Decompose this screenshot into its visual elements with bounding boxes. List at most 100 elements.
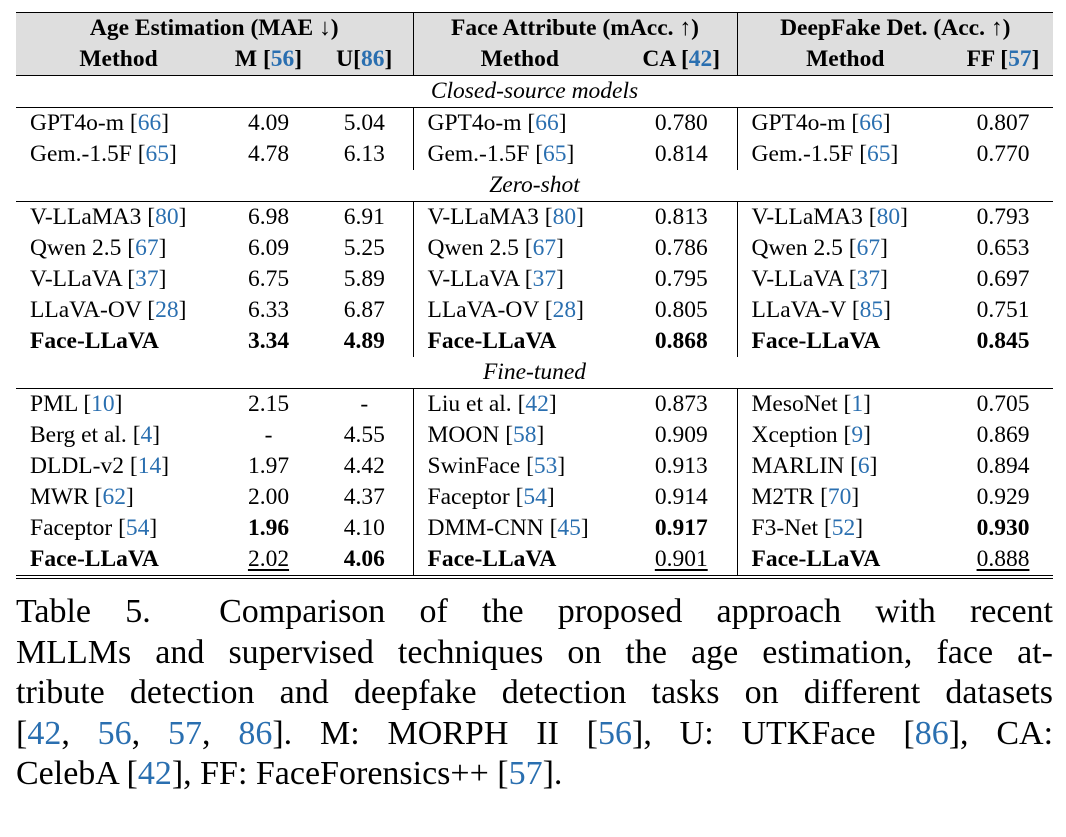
value-cell-ff: 0.845 bbox=[953, 326, 1053, 357]
citation: 56 bbox=[270, 46, 295, 72]
caption-label: Table 5. bbox=[16, 593, 151, 630]
value: 4.42 bbox=[343, 453, 385, 479]
citation: 65 bbox=[543, 141, 567, 167]
value-cell-ff: 0.807 bbox=[953, 108, 1053, 140]
value-cell-ff: 0.894 bbox=[953, 451, 1053, 482]
value: 0.807 bbox=[976, 110, 1030, 136]
method-cell: Liu et al. [42] bbox=[427, 391, 557, 417]
method-name: MWR bbox=[30, 484, 89, 510]
citation: 4 bbox=[140, 422, 153, 448]
col-name: M bbox=[234, 46, 258, 72]
method-name: LLaVA-OV bbox=[427, 297, 539, 323]
method-name: V-LLaVA bbox=[30, 266, 122, 292]
method-cell: DMM-CNN [45] bbox=[427, 515, 589, 541]
value: 6.33 bbox=[247, 297, 290, 323]
value-cell-ca: 0.780 bbox=[626, 107, 738, 139]
table-row: Face-LLaVA 2.02 4.06 Face-LLaVA 0.901 Face-LL… bbox=[16, 544, 1053, 576]
citation: 67 bbox=[532, 235, 557, 261]
method-name: Face-LLaVA bbox=[427, 328, 557, 354]
method-name: Face-LLaVA bbox=[427, 546, 557, 572]
col-name: U bbox=[336, 46, 354, 72]
value: - bbox=[264, 422, 273, 448]
method-cell: V-LLaMA3 [80] bbox=[30, 204, 187, 230]
method-name: SwinFace bbox=[427, 453, 521, 479]
citation: 80 bbox=[552, 204, 577, 230]
method-cell: DLDL-v2 [14] bbox=[30, 453, 170, 479]
citation: 14 bbox=[137, 453, 162, 479]
citation: 42 bbox=[688, 46, 713, 72]
method-cell: Qwen 2.5 [67] bbox=[751, 235, 888, 261]
value-cell-u: 4.37 bbox=[316, 482, 414, 513]
table-bottom-rule bbox=[16, 578, 1053, 579]
method-name: GPT4o-m bbox=[427, 110, 522, 136]
citation: 42 bbox=[27, 714, 62, 752]
value-cell-m: 1.97 bbox=[221, 451, 316, 482]
results-table-wrapper: Age Estimation (MAE ↓) Face Attribute (m… bbox=[16, 12, 1053, 579]
value-cell-u: 6.87 bbox=[316, 295, 414, 326]
value-cell-ca: 0.901 bbox=[626, 544, 738, 576]
caption-text: Comparison of the proposed approach with… bbox=[219, 593, 1053, 630]
col-header-m: M [56] bbox=[221, 44, 316, 76]
table-row: MWR [62] 2.00 4.37 Faceptor [54] 0.914 M2TR [… bbox=[16, 482, 1053, 513]
method-cell: Face-LLaVA bbox=[16, 544, 221, 576]
group-title-face-attribute: Face Attribute (mAcc. ↑) bbox=[413, 12, 738, 44]
value: 0.894 bbox=[976, 453, 1030, 479]
citation: 62 bbox=[102, 484, 126, 510]
table-row: V-LLaVA [37] 6.75 5.89 V-LLaVA [37] 0.795 V-L… bbox=[16, 264, 1053, 295]
caption-line-1: Table 5. Comparison of the proposed appr… bbox=[16, 592, 1053, 633]
value-cell-m: - bbox=[221, 420, 316, 451]
value: 4.78 bbox=[247, 141, 290, 167]
caption-text: ]. M: MORPH II [ bbox=[272, 714, 599, 752]
method-name: Face-LLaVA bbox=[751, 328, 881, 354]
citation: 28 bbox=[552, 297, 577, 323]
method-name: V-LLaVA bbox=[751, 266, 843, 292]
citation: 66 bbox=[535, 110, 559, 136]
method-name: Faceptor bbox=[427, 484, 510, 510]
value-cell-m: 1.96 bbox=[221, 513, 316, 544]
method-cell: Xception [9] bbox=[751, 422, 871, 448]
value-cell-u: 4.42 bbox=[316, 451, 414, 482]
method-cell: Face-LLaVA bbox=[737, 326, 953, 357]
value-cell-ca: 0.868 bbox=[626, 326, 738, 357]
value-cell-ca: 0.914 bbox=[626, 482, 738, 513]
value-cell-ff: 0.793 bbox=[953, 202, 1053, 234]
value: 6.75 bbox=[247, 266, 290, 292]
caption-text: ], CA: bbox=[948, 714, 1054, 752]
method-cell: Qwen 2.5 [67] bbox=[30, 235, 167, 261]
value: - bbox=[360, 391, 369, 417]
method-cell: Face-LLaVA bbox=[413, 544, 626, 576]
method-header: Method bbox=[413, 44, 626, 76]
method-cell: Berg et al. [4] bbox=[30, 422, 161, 448]
caption-line-4: [42, 56, 57, 86]. M: MORPH II [56], U: U… bbox=[16, 714, 1054, 752]
method-cell: V-LLaMA3 [80] bbox=[427, 204, 584, 230]
value-cell-ff: 0.653 bbox=[953, 233, 1053, 264]
value: 0.795 bbox=[654, 266, 708, 292]
value: 0.913 bbox=[654, 453, 708, 479]
citation: 67 bbox=[135, 235, 159, 261]
method-cell: M2TR [70] bbox=[751, 484, 860, 510]
citation: 56 bbox=[97, 714, 132, 752]
method-cell: F3-Net [52] bbox=[751, 515, 864, 541]
method-name: Xception bbox=[751, 422, 838, 448]
value: 4.06 bbox=[343, 546, 385, 572]
col-header-ff: FF [57] bbox=[953, 44, 1053, 76]
value-cell-ca: 0.805 bbox=[626, 295, 738, 326]
method-header: Method bbox=[737, 44, 953, 76]
citation: 10 bbox=[91, 391, 115, 417]
value: 2.15 bbox=[247, 391, 290, 417]
value: 0.873 bbox=[654, 391, 708, 417]
method-name: Qwen 2.5 bbox=[751, 235, 843, 261]
citation: 56 bbox=[598, 714, 633, 752]
table-row: Berg et al. [4] - 4.55 MOON [58] 0.909 Xcepti… bbox=[16, 420, 1053, 451]
method-cell: Gem.-1.5F [65] bbox=[30, 141, 177, 167]
value-cell-m: 3.34 bbox=[221, 326, 316, 357]
value-cell-u: 4.06 bbox=[316, 544, 414, 576]
method-cell: MWR [62] bbox=[30, 484, 134, 510]
value-cell-m: 6.33 bbox=[221, 295, 316, 326]
value: 4.55 bbox=[343, 422, 385, 448]
method-cell: Faceptor [54] bbox=[427, 484, 555, 510]
method-name: LLaVA-OV bbox=[30, 297, 142, 323]
method-name: Liu et al. bbox=[427, 391, 512, 417]
value-cell-m: 2.00 bbox=[221, 482, 316, 513]
value: 5.25 bbox=[343, 235, 385, 261]
